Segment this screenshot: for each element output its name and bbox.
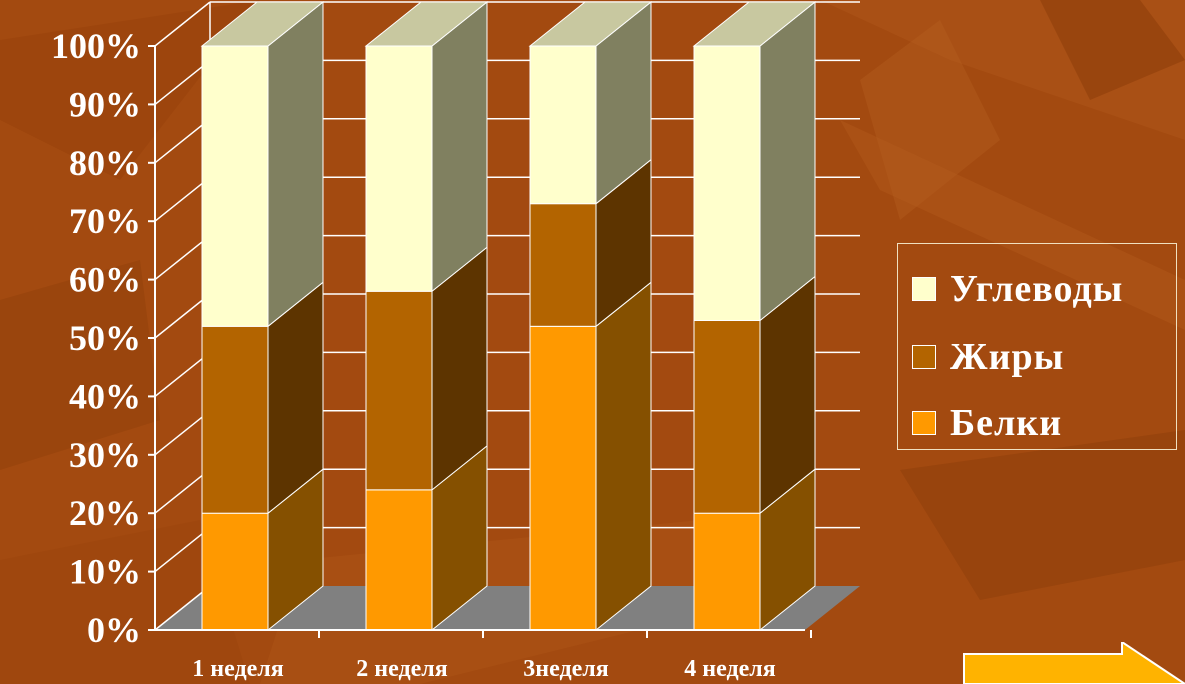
legend-item-zhiry: Жиры [912, 336, 1065, 378]
bar-side-Углеводы [759, 0, 816, 322]
side-gridline [154, 176, 211, 222]
x-tick-label: 4 неделя [684, 656, 775, 682]
bar-Жиры-2 [529, 203, 597, 327]
bar-Белки-0 [201, 512, 269, 631]
side-gridline [154, 351, 211, 397]
legend-swatch-uglevody [912, 277, 936, 301]
x-tick-label: 1 неделя [192, 656, 283, 682]
bar-top-3 [692, 1, 817, 47]
chart-legend: Углеводы Жиры Белки [897, 243, 1177, 450]
bar-Жиры-1 [365, 290, 433, 491]
side-gridline [154, 527, 211, 573]
y-tick-label: 90% [69, 84, 141, 124]
legend-swatch-zhiry [912, 345, 936, 369]
x-tick-label: 2 неделя [356, 656, 447, 682]
bar-top-0 [200, 1, 325, 47]
y-tick-label: 100% [51, 26, 141, 66]
y-tick-label: 80% [69, 143, 141, 183]
side-gridline [154, 235, 211, 281]
legend-label-zhiry: Жиры [950, 336, 1065, 378]
side-gridline [154, 59, 211, 105]
y-tick-label: 30% [69, 435, 141, 475]
right-arrow-icon[interactable] [962, 642, 1185, 684]
side-gridline [154, 293, 211, 339]
bar-Жиры-0 [201, 325, 269, 514]
y-tick-label: 70% [69, 201, 141, 241]
legend-swatch-belki [912, 411, 936, 435]
bar-Углеводы-3 [693, 45, 761, 321]
side-gridline [154, 585, 211, 631]
bar-side-Белки [595, 281, 652, 632]
bar-Белки-3 [693, 512, 761, 631]
y-tick-label: 40% [69, 376, 141, 416]
bar-top-1 [364, 1, 489, 47]
bar-Белки-2 [529, 325, 597, 631]
y-tick-label: 10% [69, 552, 141, 592]
legend-label-uglevody: Углеводы [950, 268, 1124, 310]
side-gridline [154, 118, 211, 164]
bar-Углеводы-0 [201, 45, 269, 327]
bar-Жиры-3 [693, 319, 761, 514]
bar-side-Углеводы [431, 0, 488, 293]
bar-top-2 [528, 1, 653, 47]
side-gridline [154, 1, 211, 47]
chart-floor [155, 586, 860, 630]
y-tick-label: 20% [69, 493, 141, 533]
y-tick-label: 0% [87, 610, 141, 650]
x-tick-label: 3неделя [523, 656, 608, 682]
y-tick-label: 50% [69, 318, 141, 358]
bar-side-Углеводы [267, 0, 324, 328]
bar-Углеводы-2 [529, 45, 597, 205]
side-gridline [154, 410, 211, 456]
legend-item-uglevody: Углеводы [912, 268, 1124, 310]
bar-Углеводы-1 [365, 45, 433, 292]
side-gridline [154, 468, 211, 514]
legend-label-belki: Белки [950, 402, 1063, 444]
legend-item-belki: Белки [912, 402, 1063, 444]
bar-Белки-1 [365, 489, 433, 631]
y-tick-label: 60% [69, 260, 141, 300]
